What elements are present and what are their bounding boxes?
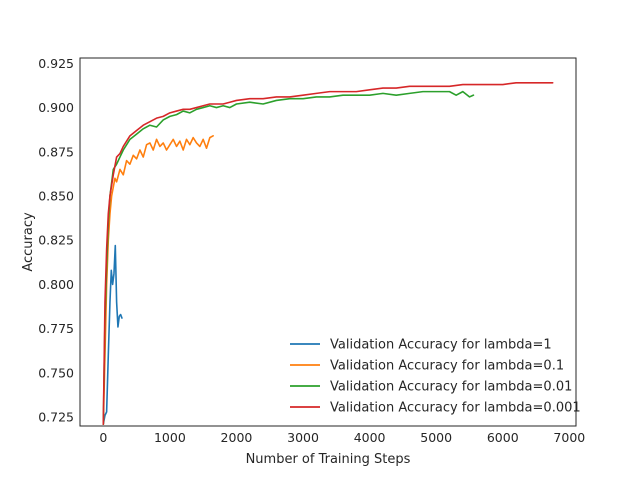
- legend: Validation Accuracy for lambda=1 Validati…: [290, 338, 581, 416]
- x-tick-label: 7000: [553, 430, 585, 445]
- legend-label: Validation Accuracy for lambda=0.1: [330, 359, 564, 374]
- y-tick-label: 0.875: [38, 144, 74, 159]
- x-tick-label: 3000: [287, 430, 319, 445]
- legend-label: Validation Accuracy for lambda=0.001: [330, 401, 581, 416]
- series-line-0: [102, 244, 123, 426]
- y-axis-label: Accuracy: [21, 212, 36, 272]
- x-tick-label: 1000: [154, 430, 186, 445]
- y-axis: 0.725 0.750 0.775 0.800 0.825 0.850 0.875 0.900…: [38, 56, 74, 425]
- y-tick-label: 0.750: [38, 365, 74, 380]
- x-axis-label: Number of Training Steps: [246, 452, 411, 467]
- x-tick-label: 5000: [420, 430, 452, 445]
- x-tick-label: 2000: [221, 430, 253, 445]
- series-line-2: [102, 90, 475, 426]
- x-tick-label: 0: [99, 430, 107, 445]
- series-line-1: [102, 135, 214, 426]
- y-tick-label: 0.900: [38, 100, 74, 115]
- y-tick-label: 0.925: [38, 56, 74, 71]
- y-tick-label: 0.775: [38, 321, 74, 336]
- plot-lines: [102, 81, 554, 426]
- legend-label: Validation Accuracy for lambda=0.01: [330, 380, 572, 395]
- x-tick-label: 6000: [487, 430, 519, 445]
- x-axis: 0 1000 2000 3000 4000 5000 6000 7000: [99, 430, 585, 445]
- y-tick-label: 0.825: [38, 233, 74, 248]
- series-line-3: [102, 81, 554, 426]
- plot-frame: [79, 57, 577, 427]
- x-tick-label: 4000: [354, 430, 386, 445]
- y-tick-label: 0.850: [38, 189, 74, 204]
- legend-label: Validation Accuracy for lambda=1: [330, 338, 552, 353]
- y-tick-label: 0.800: [38, 277, 74, 292]
- y-tick-label: 0.725: [38, 410, 74, 425]
